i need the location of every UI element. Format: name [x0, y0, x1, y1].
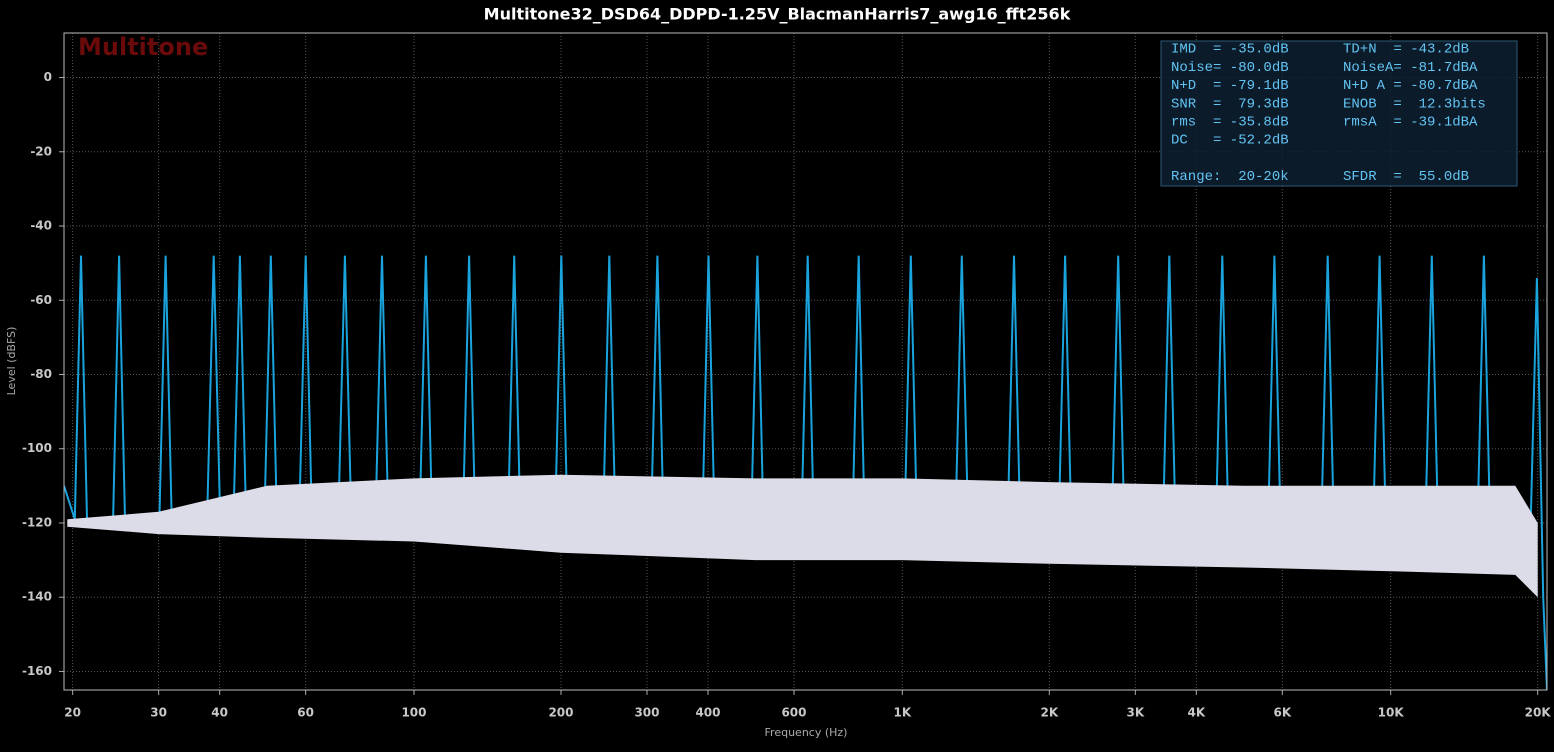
x-tick-label: 200 — [548, 706, 573, 720]
x-tick-label: 4K — [1188, 706, 1206, 720]
noise-band — [67, 474, 1538, 598]
y-tick-label: -120 — [22, 515, 52, 529]
stat-text: Range: 20-20k — [1171, 169, 1289, 185]
x-tick-label: 20 — [64, 706, 81, 720]
stat-text: ENOB = 12.3bits — [1343, 96, 1486, 112]
y-tick-label: -60 — [30, 293, 52, 307]
y-axis-label: Level (dBFS) — [5, 327, 18, 396]
stat-text: TD+N = -43.2dB — [1343, 42, 1469, 58]
stat-text: DC = -52.2dB — [1171, 133, 1289, 149]
stat-text: SFDR = 55.0dB — [1343, 169, 1469, 185]
x-tick-label: 60 — [297, 706, 314, 720]
stat-text: NoiseA= -81.7dBA — [1343, 60, 1478, 76]
x-tick-label: 20K — [1525, 706, 1552, 720]
y-tick-label: -100 — [22, 441, 52, 455]
stat-text: N+D A = -80.7dBA — [1343, 78, 1478, 94]
chart-title: Multitone32_DSD64_DDPD-1.25V_BlacmanHarr… — [484, 5, 1071, 24]
x-tick-label: 3K — [1126, 706, 1144, 720]
x-tick-label: 10K — [1378, 706, 1405, 720]
y-tick-label: -80 — [30, 367, 52, 381]
stat-text: rmsA = -39.1dBA — [1343, 115, 1478, 131]
x-tick-label: 400 — [695, 706, 720, 720]
stat-text: IMD = -35.0dB — [1171, 42, 1289, 58]
x-axis-label: Frequency (Hz) — [765, 726, 848, 739]
x-tick-label: 6K — [1273, 706, 1291, 720]
y-tick-label: -40 — [30, 219, 52, 233]
stat-text: Noise= -80.0dB — [1171, 60, 1289, 76]
x-tick-label: 30 — [150, 706, 167, 720]
stat-text: N+D = -79.1dB — [1171, 78, 1289, 94]
x-tick-label: 300 — [634, 706, 659, 720]
spectrum-line — [64, 255, 1547, 690]
plot-border — [63, 32, 1548, 691]
x-tick-label: 2K — [1041, 706, 1059, 720]
stats-box — [1160, 40, 1518, 187]
watermark: Multitone — [78, 33, 208, 61]
y-tick-label: -160 — [22, 664, 52, 678]
x-tick-label: 100 — [401, 706, 426, 720]
y-tick-label: 0 — [44, 70, 52, 84]
stat-text: rms = -35.8dB — [1171, 115, 1289, 131]
x-tick-label: 1K — [893, 706, 911, 720]
y-tick-label: -20 — [30, 144, 52, 158]
x-tick-label: 40 — [211, 706, 228, 720]
x-tick-label: 600 — [781, 706, 806, 720]
stat-text: SNR = 79.3dB — [1171, 96, 1289, 112]
y-tick-label: -140 — [22, 590, 52, 604]
